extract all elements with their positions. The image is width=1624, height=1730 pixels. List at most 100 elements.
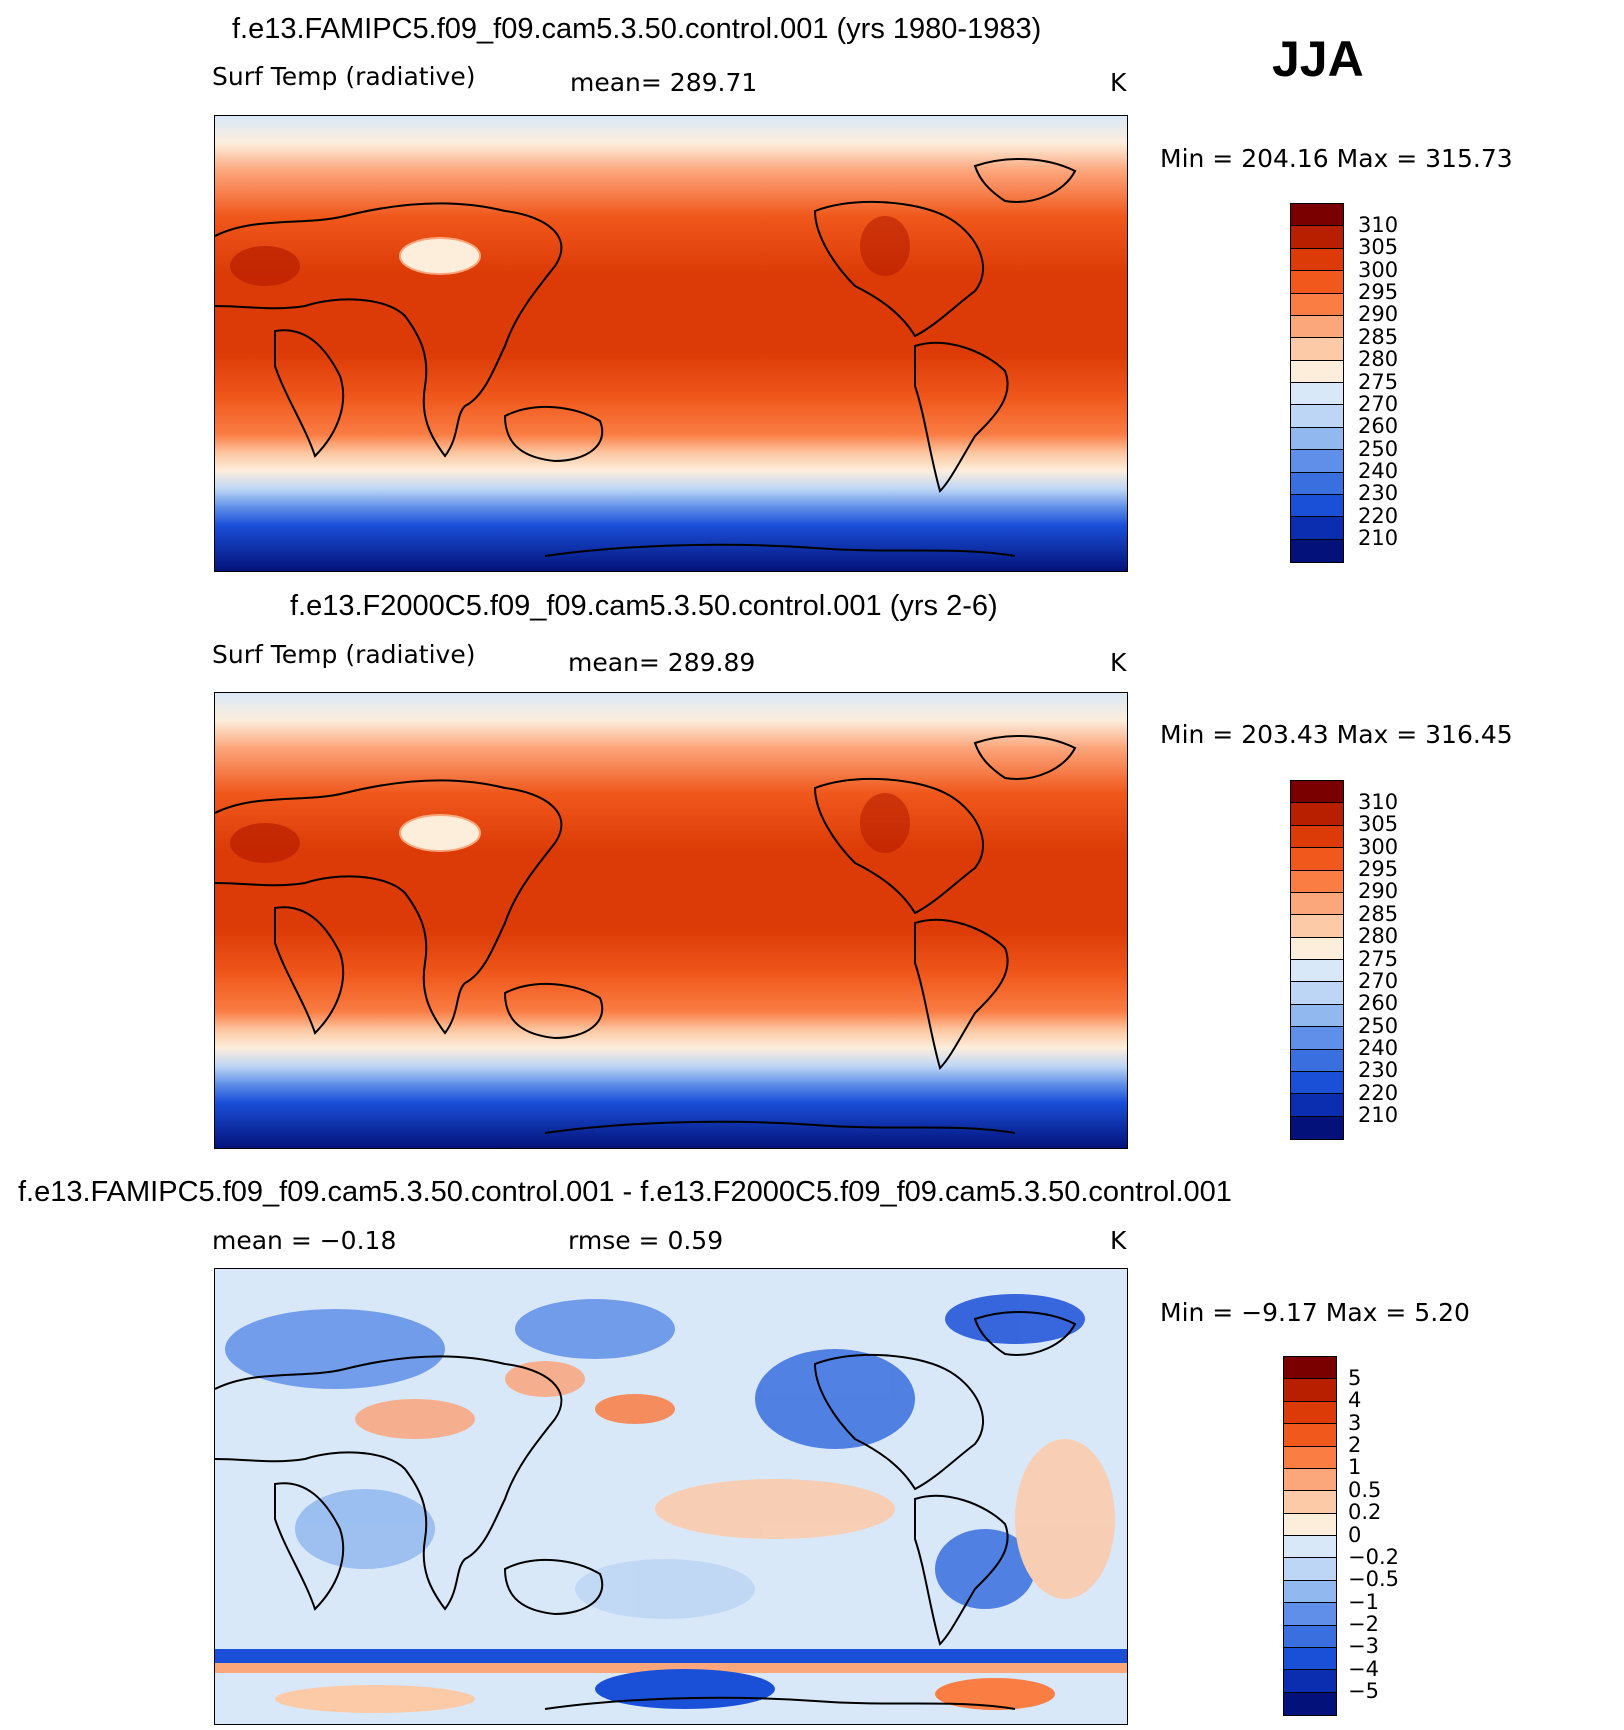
colorbar-segment — [1291, 803, 1343, 826]
colorbar-segment — [1291, 248, 1343, 272]
panel2-map — [214, 692, 1128, 1149]
colorbar-segment — [1291, 1116, 1343, 1139]
colorbar-segment — [1284, 1357, 1336, 1380]
panel1-map — [214, 115, 1128, 572]
colorbar-segment — [1291, 338, 1343, 361]
colorbar-tick-label: 270 — [1358, 968, 1399, 993]
colorbar-segment — [1291, 892, 1343, 916]
panel3-minmax: Min = −9.17 Max = 5.20 — [1160, 1298, 1470, 1327]
colorbar-tick-label: 305 — [1358, 812, 1399, 837]
panel2-units: K — [1110, 648, 1127, 677]
colorbar-tick-label: 290 — [1358, 879, 1399, 904]
colorbar-tick-label: 3 — [1348, 1410, 1362, 1435]
panel1-variable: Surf Temp (radiative) — [212, 62, 476, 91]
panel3-map-svg — [215, 1269, 1127, 1724]
colorbar-tick-label: 250 — [1358, 436, 1399, 461]
colorbar-segment — [1291, 781, 1343, 804]
colorbar-tick-label: 300 — [1358, 834, 1399, 859]
colorbar-segment — [1291, 450, 1343, 473]
colorbar-tick-label: 210 — [1358, 1103, 1399, 1128]
colorbar-tick-label: 0.2 — [1348, 1500, 1382, 1525]
colorbar-segment — [1284, 1424, 1336, 1447]
colorbar-segment — [1291, 315, 1343, 339]
colorbar-tick-label: 1 — [1348, 1455, 1362, 1480]
colorbar-tick-label: 310 — [1358, 789, 1399, 814]
colorbar-segment — [1291, 427, 1343, 451]
colorbar-segment — [1291, 982, 1343, 1005]
panel1-units: K — [1110, 68, 1127, 97]
colorbar-tick-label: 285 — [1358, 901, 1399, 926]
panel1-mean: mean= 289.71 — [570, 68, 758, 97]
colorbar-segment — [1291, 494, 1343, 518]
colorbar-tick-label: 300 — [1358, 257, 1399, 282]
season-label: JJA — [1272, 31, 1364, 87]
colorbar-tick-label: 280 — [1358, 347, 1399, 372]
colorbar-tick-label: 260 — [1358, 991, 1399, 1016]
colorbar-tick-label: 295 — [1358, 857, 1399, 881]
colorbar-tick-label: 0.5 — [1348, 1477, 1382, 1502]
colorbar-tick-label: 230 — [1358, 1058, 1399, 1083]
colorbar-tick-label: 220 — [1358, 1080, 1399, 1105]
colorbar-segment — [1291, 226, 1343, 249]
colorbar-tick-label: 4 — [1348, 1388, 1362, 1413]
panel3-colorbar — [1283, 1356, 1337, 1716]
colorbar-tick-label: 275 — [1358, 946, 1399, 971]
colorbar-tick-label: −4 — [1348, 1656, 1379, 1681]
colorbar-segment — [1291, 517, 1343, 540]
colorbar-tick-label: 250 — [1358, 1013, 1399, 1038]
colorbar-segment — [1291, 1071, 1343, 1095]
colorbar-segment — [1284, 1513, 1336, 1536]
colorbar-segment — [1284, 1603, 1336, 1626]
colorbar-segment — [1291, 271, 1343, 294]
colorbar-segment — [1291, 293, 1343, 316]
colorbar-segment — [1291, 405, 1343, 428]
panel3-mean: mean = −0.18 — [212, 1226, 397, 1255]
colorbar-tick-label: 270 — [1358, 391, 1399, 416]
panel2-title: f.e13.F2000C5.f09_f09.cam5.3.50.control.… — [290, 590, 998, 622]
panel1-map-svg — [215, 116, 1127, 571]
colorbar-segment — [1291, 915, 1343, 938]
colorbar-segment — [1291, 848, 1343, 871]
colorbar-segment — [1284, 1446, 1336, 1469]
colorbar-segment — [1291, 937, 1343, 960]
colorbar-tick-label: 220 — [1358, 503, 1399, 528]
colorbar-tick-label: 260 — [1358, 414, 1399, 439]
colorbar-segment — [1284, 1379, 1336, 1402]
panel3-rmse: rmse = 0.59 — [568, 1226, 724, 1255]
colorbar-segment — [1284, 1401, 1336, 1425]
panel2-map-svg — [215, 693, 1127, 1148]
colorbar-segment — [1284, 1670, 1336, 1693]
colorbar-tick-label: 2 — [1348, 1433, 1362, 1457]
colorbar-tick-label: −0.5 — [1348, 1567, 1399, 1592]
colorbar-segment — [1291, 472, 1343, 495]
colorbar-tick-label: 310 — [1358, 212, 1399, 237]
colorbar-segment — [1291, 360, 1343, 383]
colorbar-tick-label: 240 — [1358, 1036, 1399, 1060]
colorbar-tick-label: −3 — [1348, 1634, 1379, 1659]
panel2-minmax: Min = 203.43 Max = 316.45 — [1160, 720, 1513, 749]
colorbar-tick-label: 280 — [1358, 924, 1399, 949]
colorbar-segment — [1291, 1049, 1343, 1072]
colorbar-tick-label: 5 — [1348, 1365, 1362, 1390]
colorbar-segment — [1291, 1094, 1343, 1117]
panel1-minmax: Min = 204.16 Max = 315.73 — [1160, 144, 1513, 173]
colorbar-segment — [1284, 1692, 1336, 1715]
colorbar-tick-label: 240 — [1358, 459, 1399, 483]
colorbar-segment — [1284, 1558, 1336, 1581]
colorbar-segment — [1291, 825, 1343, 849]
colorbar-segment — [1284, 1580, 1336, 1604]
colorbar-segment — [1291, 870, 1343, 893]
colorbar-segment — [1291, 539, 1343, 562]
colorbar-tick-label: 285 — [1358, 324, 1399, 349]
colorbar-tick-label: −5 — [1348, 1679, 1379, 1704]
colorbar-segment — [1284, 1491, 1336, 1514]
colorbar-segment — [1291, 1004, 1343, 1028]
colorbar-tick-label: 305 — [1358, 235, 1399, 260]
panel2-variable: Surf Temp (radiative) — [212, 640, 476, 669]
panel3-units: K — [1110, 1226, 1127, 1255]
colorbar-segment — [1291, 383, 1343, 406]
colorbar-tick-label: −1 — [1348, 1589, 1379, 1614]
panel3-map — [214, 1268, 1128, 1725]
panel1-title: f.e13.FAMIPC5.f09_f09.cam5.3.50.control.… — [232, 13, 1042, 45]
colorbar-tick-label: 275 — [1358, 369, 1399, 394]
